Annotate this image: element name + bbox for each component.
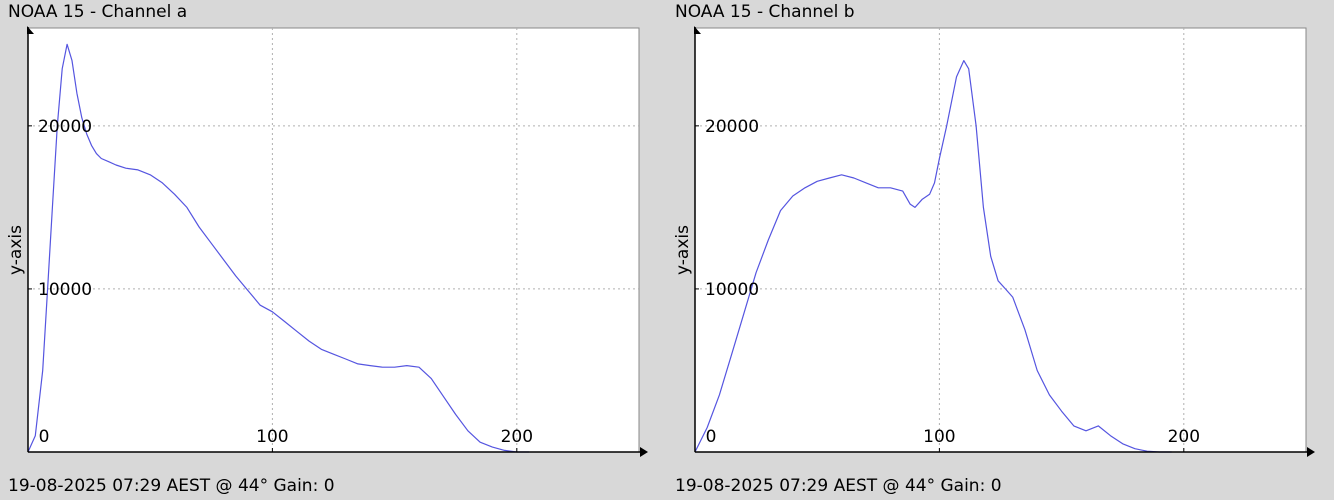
x-tick-label: 200 bbox=[501, 427, 533, 447]
x-axis-arrow bbox=[1307, 447, 1315, 457]
chart-plot: 0 100 200 10000 20000 y-axis bbox=[6, 26, 648, 457]
x-tick-label: 200 bbox=[1168, 427, 1200, 447]
y-tick-label: 10000 bbox=[705, 280, 759, 300]
x-tick-label: 0 bbox=[706, 427, 717, 447]
y-axis-arrow bbox=[694, 26, 701, 34]
series-line bbox=[694, 59, 1172, 453]
chart-title: NOAA 15 - Channel a bbox=[8, 2, 188, 22]
x-tick-label: 100 bbox=[923, 427, 955, 447]
y-axis-label: y-axis bbox=[673, 225, 693, 275]
chart-plot: 0 100 200 10000 20000 y-axis bbox=[673, 26, 1315, 457]
y-axis-label: y-axis bbox=[6, 225, 26, 275]
y-axis-arrow bbox=[27, 26, 34, 34]
chart-footer: 19-08-2025 07:29 AEST @ 44° Gain: 0 bbox=[675, 476, 1002, 496]
y-tick-label: 20000 bbox=[38, 117, 92, 137]
y-tick-label: 10000 bbox=[38, 280, 92, 300]
chart-panel-a: NOAA 15 - Channel a 0 100 200 10000 20000 y-a… bbox=[6, 2, 648, 496]
plot-area bbox=[27, 27, 640, 453]
y-tick-label: 20000 bbox=[705, 117, 759, 137]
chart-title: NOAA 15 - Channel b bbox=[675, 2, 855, 22]
x-axis-arrow bbox=[640, 447, 648, 457]
series-line bbox=[27, 43, 529, 453]
chart-footer: 19-08-2025 07:29 AEST @ 44° Gain: 0 bbox=[8, 476, 335, 496]
x-tick-label: 100 bbox=[256, 427, 288, 447]
plot-area bbox=[694, 27, 1307, 453]
x-tick-label: 0 bbox=[39, 427, 50, 447]
chart-panel-b: NOAA 15 - Channel b 0 100 200 10000 20000 y-a… bbox=[667, 0, 1334, 500]
